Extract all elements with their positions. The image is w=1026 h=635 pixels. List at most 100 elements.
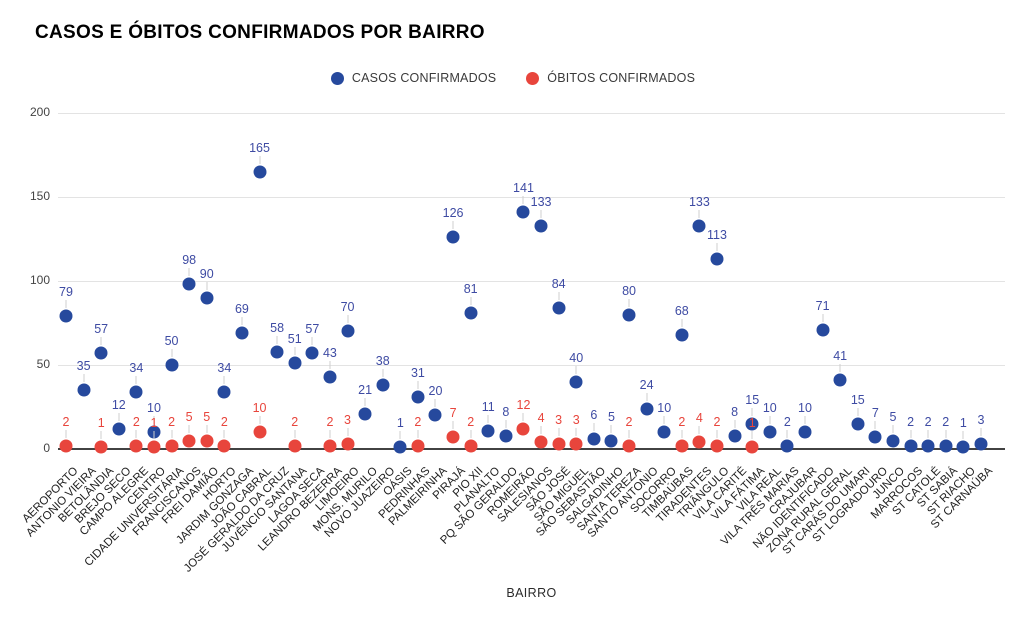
casos-dot[interactable] — [77, 383, 91, 397]
obitos-value-label: 1 — [97, 416, 105, 431]
casos-dot[interactable] — [798, 425, 812, 439]
obitos-dot[interactable] — [253, 425, 267, 439]
casos-dot[interactable] — [376, 378, 390, 392]
casos-dot[interactable] — [657, 425, 671, 439]
casos-dot[interactable] — [939, 439, 953, 453]
casos-leader-line — [857, 407, 859, 416]
obitos-dot[interactable] — [94, 440, 108, 454]
casos-dot[interactable] — [253, 165, 267, 179]
casos-dot[interactable] — [569, 375, 583, 389]
obitos-dot[interactable] — [675, 439, 689, 453]
casos-dot[interactable] — [411, 390, 425, 404]
casos-dot[interactable] — [59, 309, 73, 323]
casos-dot[interactable] — [446, 230, 460, 244]
casos-dot[interactable] — [974, 437, 988, 451]
casos-dot[interactable] — [288, 356, 302, 370]
casos-dot[interactable] — [393, 440, 407, 454]
obitos-dot[interactable] — [446, 430, 460, 444]
obitos-dot[interactable] — [569, 437, 583, 451]
obitos-leader-line — [522, 412, 524, 421]
casos-value-label: 84 — [551, 276, 566, 291]
obitos-dot[interactable] — [534, 435, 548, 449]
casos-value-label: 5 — [889, 409, 897, 424]
casos-dot[interactable] — [622, 308, 636, 322]
casos-dot[interactable] — [833, 373, 847, 387]
casos-value-label: 24 — [639, 377, 654, 392]
obitos-dot[interactable] — [622, 439, 636, 453]
casos-value-label: 38 — [375, 354, 390, 369]
obitos-dot[interactable] — [59, 439, 73, 453]
obitos-legend-label: ÓBITOS CONFIRMADOS — [547, 71, 696, 85]
casos-dot[interactable] — [235, 326, 249, 340]
casos-leader-line — [522, 196, 524, 205]
obitos-dot[interactable] — [464, 439, 478, 453]
casos-dot[interactable] — [217, 385, 231, 399]
casos-dot[interactable] — [428, 408, 442, 422]
casos-dot[interactable] — [816, 323, 830, 337]
casos-dot[interactable] — [305, 346, 319, 360]
casos-leader-line — [628, 298, 630, 307]
casos-dot[interactable] — [780, 439, 794, 453]
obitos-value-label: 2 — [62, 414, 70, 429]
casos-dot[interactable] — [868, 430, 882, 444]
casos-value-label: 15 — [850, 392, 865, 407]
obitos-dot[interactable] — [129, 439, 143, 453]
casos-dot[interactable] — [182, 277, 196, 291]
casos-dot[interactable] — [921, 439, 935, 453]
casos-dot[interactable] — [552, 301, 566, 315]
obitos-dot[interactable] — [147, 440, 161, 454]
casos-dot[interactable] — [604, 434, 618, 448]
obitos-value-label: 2 — [168, 414, 176, 429]
obitos-dot[interactable] — [182, 434, 196, 448]
casos-dot[interactable] — [165, 358, 179, 372]
casos-dot[interactable] — [499, 429, 513, 443]
casos-leader-line — [100, 337, 102, 346]
obitos-dot[interactable] — [516, 422, 530, 436]
obitos-dot[interactable] — [323, 439, 337, 453]
casos-value-label: 40 — [569, 350, 584, 365]
obitos-dot[interactable] — [217, 439, 231, 453]
casos-dot[interactable] — [200, 291, 214, 305]
obitos-dot[interactable] — [165, 439, 179, 453]
casos-dot[interactable] — [534, 219, 548, 233]
obitos-dot[interactable] — [200, 434, 214, 448]
obitos-dot[interactable] — [745, 440, 759, 454]
casos-dot[interactable] — [904, 439, 918, 453]
casos-value-label: 50 — [164, 334, 179, 348]
casos-dot[interactable] — [323, 370, 337, 384]
obitos-dot[interactable] — [341, 437, 355, 451]
x-axis-baseline — [58, 448, 1005, 450]
casos-dot[interactable] — [675, 328, 689, 342]
obitos-dot[interactable] — [288, 439, 302, 453]
casos-dot[interactable] — [886, 434, 900, 448]
casos-dot[interactable] — [129, 385, 143, 399]
casos-dot[interactable] — [481, 424, 495, 438]
casos-dot[interactable] — [341, 324, 355, 338]
casos-dot[interactable] — [851, 417, 865, 431]
casos-dot[interactable] — [516, 205, 530, 219]
casos-dot[interactable] — [763, 425, 777, 439]
casos-dot[interactable] — [464, 306, 478, 320]
casos-dot[interactable] — [112, 422, 126, 436]
casos-dot[interactable] — [358, 407, 372, 421]
obitos-dot[interactable] — [552, 437, 566, 451]
casos-dot[interactable] — [587, 432, 601, 446]
casos-dot[interactable] — [956, 440, 970, 454]
obitos-dot[interactable] — [692, 435, 706, 449]
obitos-dot[interactable] — [710, 439, 724, 453]
casos-value-label: 20 — [428, 384, 443, 399]
casos-value-label: 126 — [442, 206, 464, 221]
casos-value-label: 165 — [249, 140, 270, 155]
casos-leader-line — [470, 296, 472, 305]
obitos-dot[interactable] — [411, 439, 425, 453]
gridline — [58, 197, 1005, 198]
casos-dot[interactable] — [640, 402, 654, 416]
casos-dot[interactable] — [710, 252, 724, 266]
casos-dot[interactable] — [692, 219, 706, 233]
casos-dot[interactable] — [94, 346, 108, 360]
casos-dot[interactable] — [745, 417, 759, 431]
casos-dot[interactable] — [728, 429, 742, 443]
casos-dot[interactable] — [270, 345, 284, 359]
casos-value-label: 41 — [833, 349, 848, 364]
obitos-leader-line — [558, 427, 560, 436]
